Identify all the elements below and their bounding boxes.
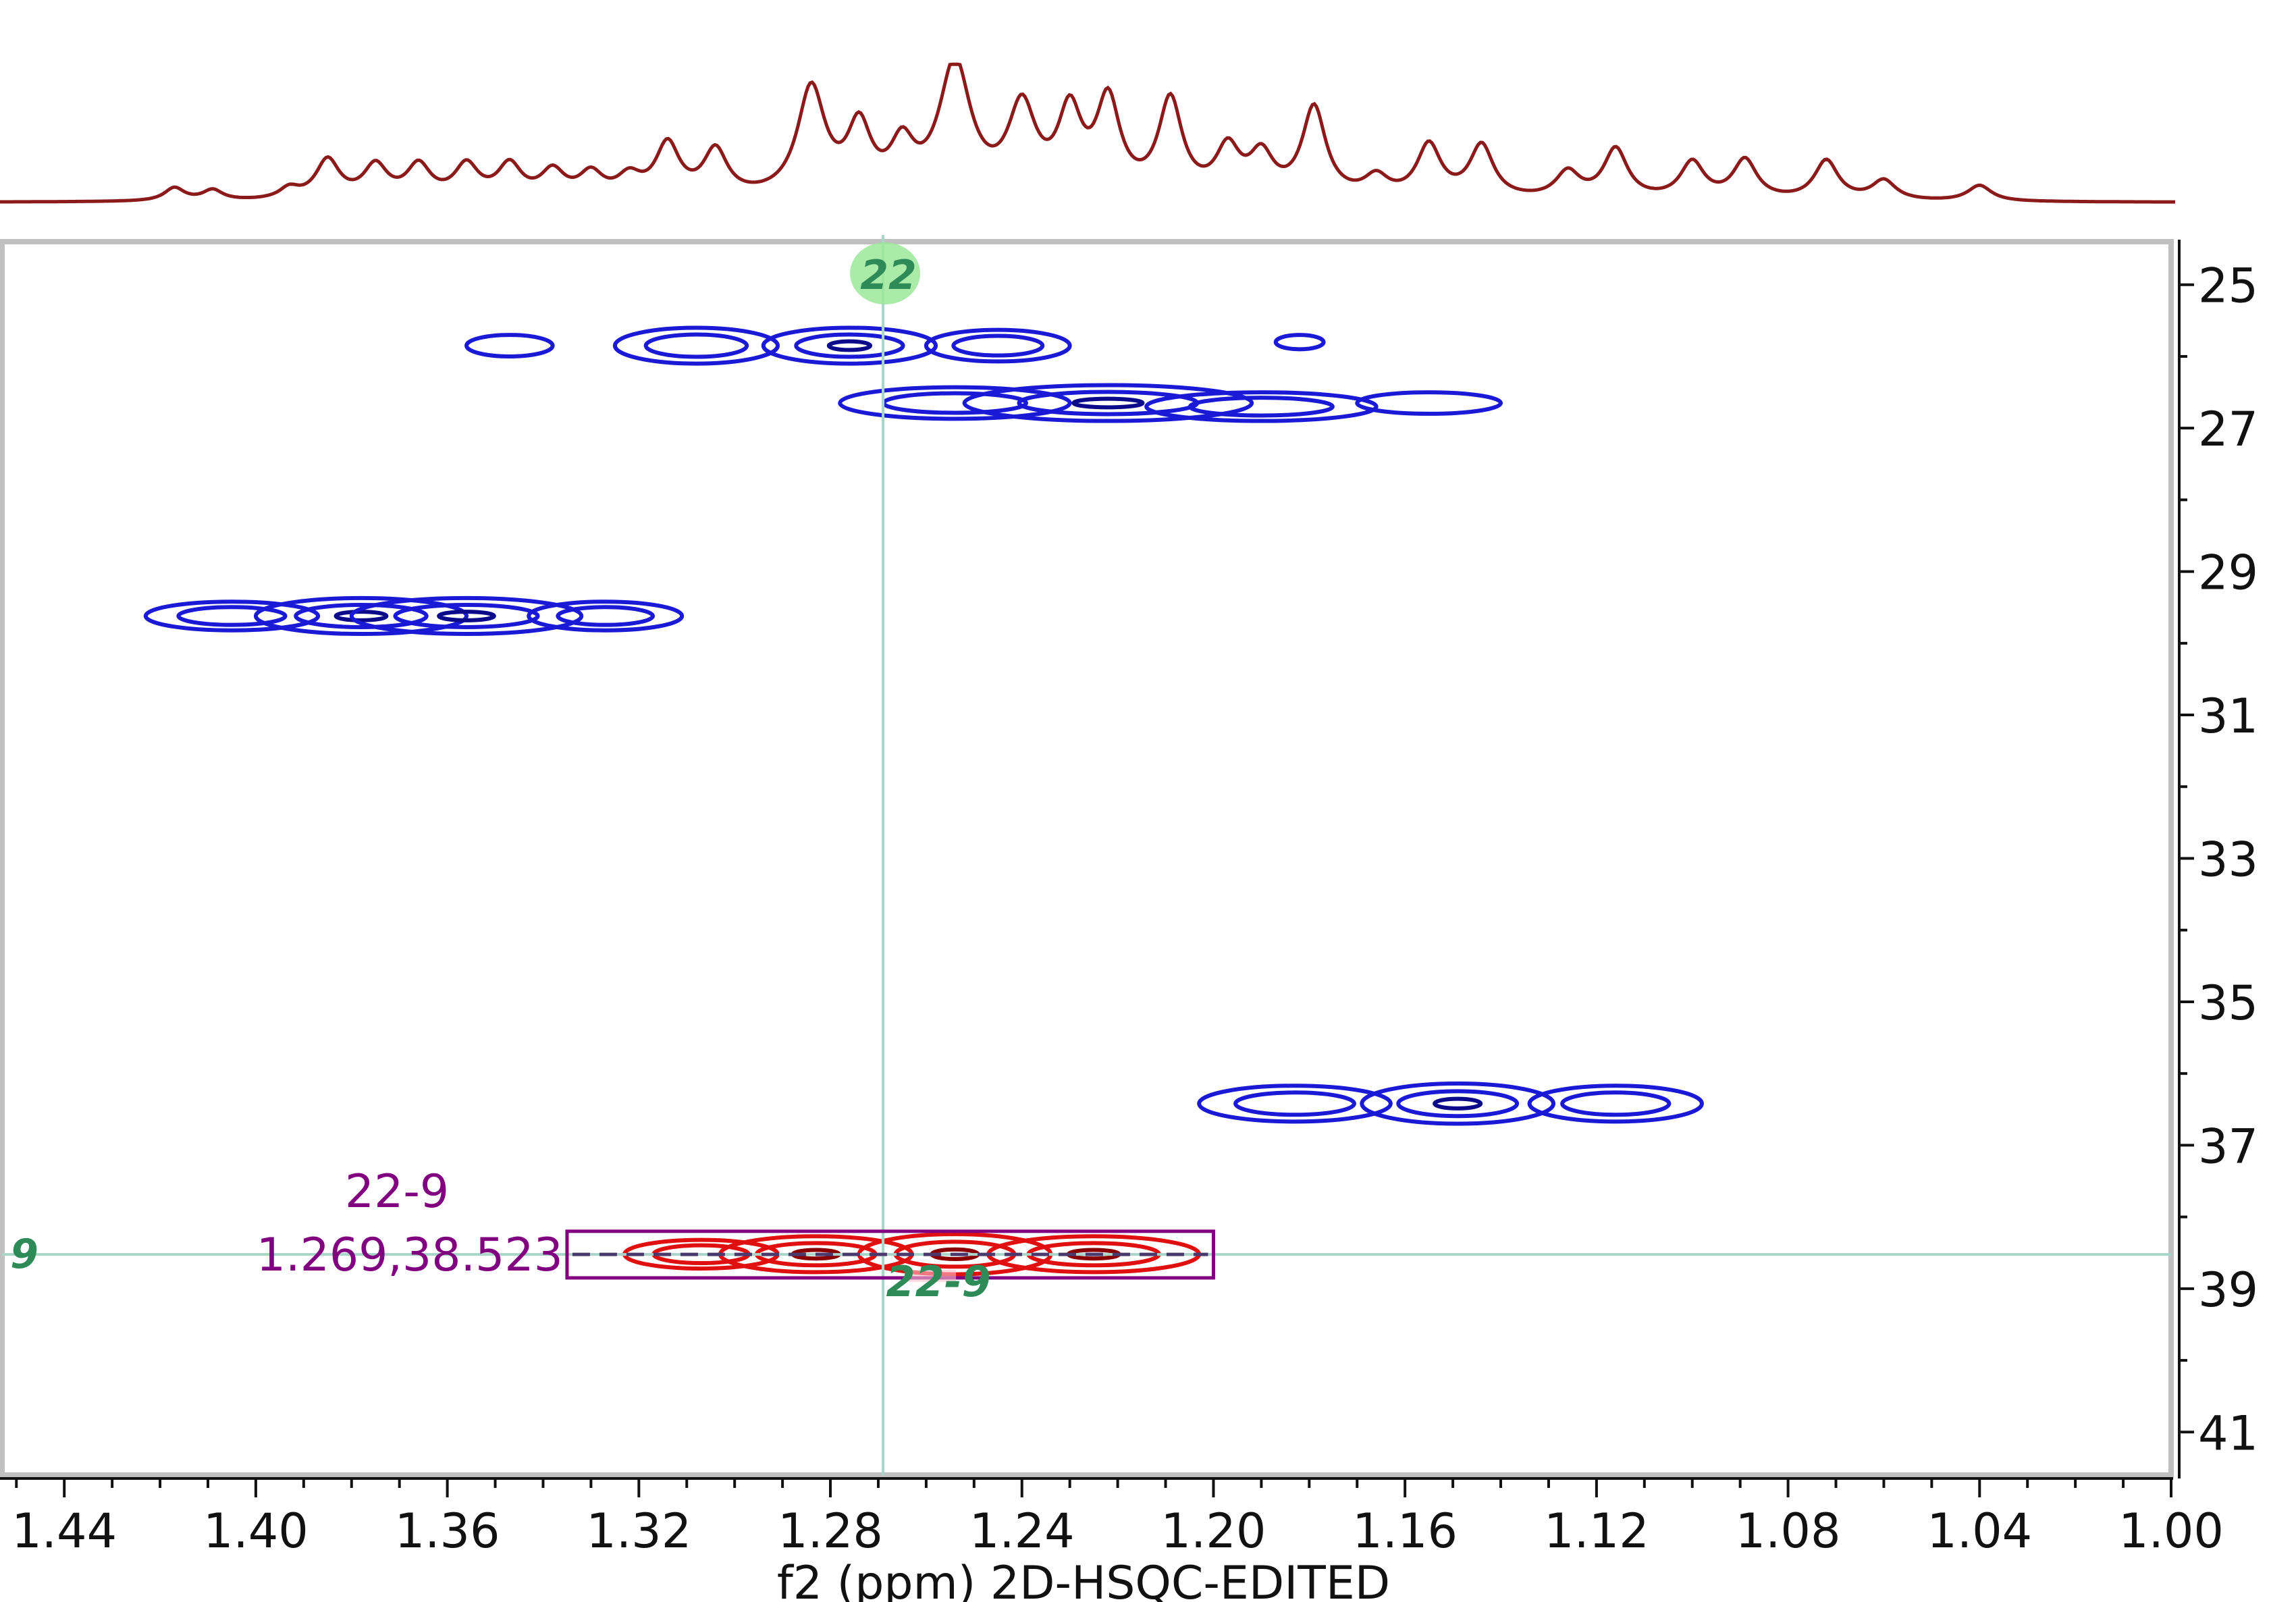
y-tick-label: 27 (2198, 402, 2258, 457)
contour-level (1360, 1082, 1556, 1126)
contour-peak-3 (761, 325, 938, 366)
contour-level (464, 333, 555, 358)
peak-label-background (909, 1269, 957, 1282)
contour-level (962, 383, 1254, 423)
contour-level (143, 599, 321, 633)
f1-marker-label: 9 (10, 1231, 38, 1278)
y-tick-label: 31 (2198, 689, 2258, 744)
f2-marker-bubble[interactable] (850, 242, 921, 304)
contour-level (556, 605, 656, 627)
x-tick-label: 1.24 (969, 1503, 1075, 1559)
contour-level (1433, 1096, 1483, 1111)
contour-layer (143, 325, 1704, 1277)
contour-level (838, 385, 1072, 421)
contour-peak-13 (527, 599, 685, 633)
contour-peak-4 (924, 327, 1072, 364)
contour-level (1071, 396, 1145, 410)
y-tick-label: 25 (2198, 259, 2258, 314)
y-axis: 25 27 29 31 33 35 37 39 41 (2178, 240, 2258, 1478)
contour-level (527, 599, 685, 633)
contour-peak-9 (1355, 390, 1503, 416)
plot-frame (0, 239, 2174, 1478)
contour-peak-10 (143, 599, 321, 633)
x-tick-label: 1.28 (778, 1503, 883, 1559)
contour-level (1197, 1084, 1393, 1124)
f2-projection (0, 62, 2175, 204)
x-tick-label: 1.00 (2118, 1503, 2224, 1559)
y-tick-label: 37 (2198, 1119, 2258, 1174)
contour-level (1527, 1084, 1704, 1124)
contour-level (1233, 1090, 1356, 1117)
x-tick-label: 1.08 (1736, 1503, 1841, 1559)
contour-level (794, 332, 905, 359)
contour-level (1273, 333, 1326, 352)
contour-peak-1 (464, 333, 555, 358)
contour-level (643, 332, 749, 359)
contour-level (761, 325, 938, 366)
contour-peak-16 (1527, 1084, 1704, 1124)
projection-trace (0, 62, 2175, 204)
x-tick-label: 1.12 (1544, 1503, 1649, 1559)
contour-peak-15 (1360, 1082, 1556, 1126)
contour-peak-11 (253, 595, 469, 637)
x-tick-label: 1.04 (1927, 1503, 2032, 1559)
x-tick-label: 1.16 (1352, 1503, 1458, 1559)
x-axis-title: f2 (ppm) 2D-HSQC-EDITED (777, 1557, 1390, 1602)
y-tick-label: 35 (2198, 976, 2258, 1031)
contour-level (826, 339, 873, 352)
contour-level (333, 610, 389, 622)
contour-level (1187, 396, 1335, 418)
x-axis: 1.44 1.40 1.36 1.32 1.28 1.24 1.20 1.16 1.12 1.08… (0, 1477, 2224, 1559)
contour-level (294, 603, 429, 629)
contour-peak-12 (349, 595, 584, 637)
contour-level (951, 333, 1045, 358)
x-tick-label: 1.20 (1161, 1503, 1266, 1559)
contour-peak-5 (1273, 333, 1326, 352)
contour-level (1355, 390, 1503, 416)
contour-peak-14 (1197, 1084, 1393, 1124)
x-tick-label: 1.32 (586, 1503, 691, 1559)
contour-level (437, 610, 496, 622)
contour-level (1560, 1090, 1672, 1117)
y-tick-label: 39 (2198, 1262, 2258, 1318)
contour-level (924, 327, 1072, 364)
contour-level (1396, 1089, 1520, 1119)
contour-level (393, 603, 540, 629)
x-tick-label: 1.40 (203, 1503, 309, 1559)
contour-level (176, 605, 288, 627)
y-tick-label: 41 (2198, 1406, 2258, 1461)
y-tick-label: 29 (2198, 545, 2258, 601)
annotation-name: 22-9 (345, 1165, 449, 1219)
x-tick-label: 1.36 (395, 1503, 500, 1559)
y-tick-label: 33 (2198, 832, 2258, 888)
integration-box[interactable] (565, 1229, 1215, 1280)
contour-level (1144, 390, 1379, 423)
contour-level (612, 325, 780, 366)
contour-peak-8 (1144, 390, 1379, 423)
contour-peak-2 (612, 325, 780, 366)
annotation-coordinates: 1.269,38.523 (257, 1229, 563, 1282)
contour-level (349, 595, 584, 637)
contour-level (253, 595, 469, 637)
x-tick-label: 1.44 (11, 1503, 117, 1559)
f2-marker-label: 22 (860, 252, 917, 299)
peak-label[interactable]: 22-9 (886, 1257, 990, 1306)
